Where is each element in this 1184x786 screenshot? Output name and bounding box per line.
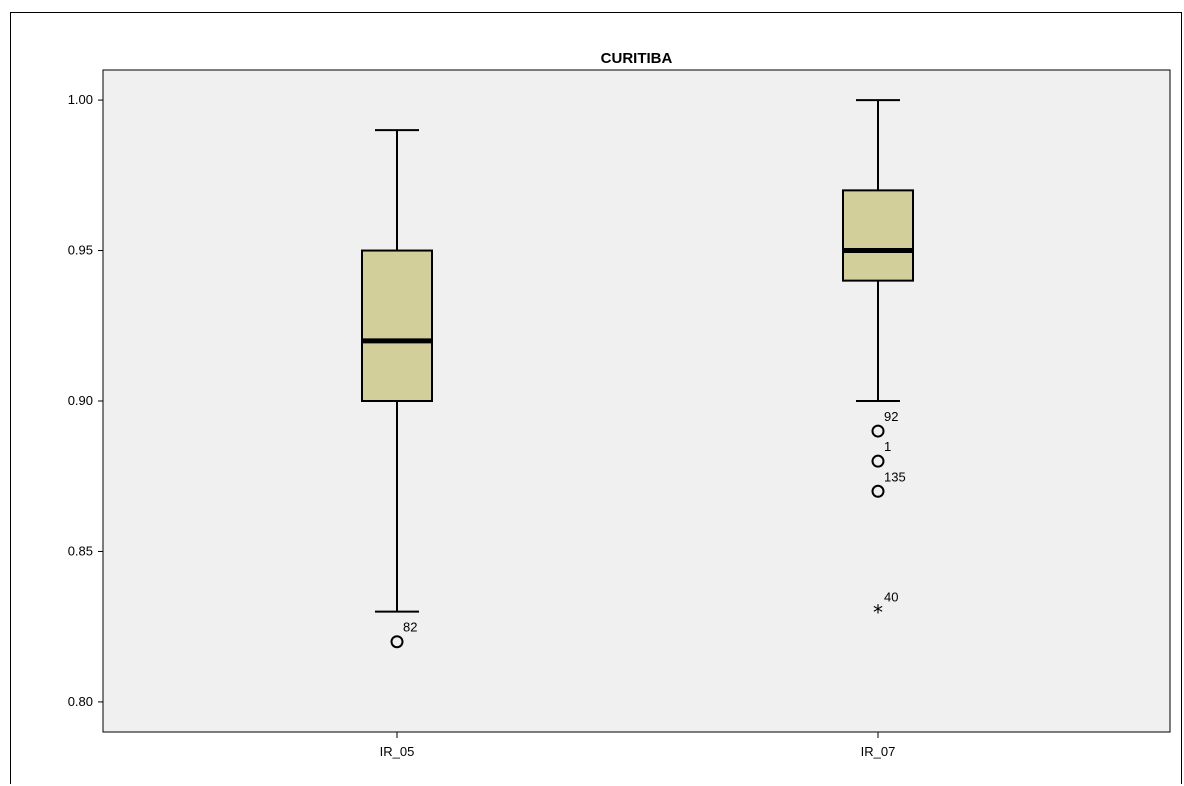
boxes-group: 82 92 1 135 *40 [361,99,914,649]
outlier-label: 40 [884,590,898,605]
outlier-circle-marker [871,424,885,438]
box-ir-05: 82 [361,129,433,649]
y-tick-label: 0.95 [68,243,93,258]
chart-title: CURITIBA [601,50,673,67]
x-axis: IR_05 IR_07 [380,732,896,759]
x-tick-label: IR_05 [380,744,415,759]
y-tick-label: 0.85 [68,543,93,558]
iqr-box [361,249,433,402]
iqr-box [842,189,914,282]
y-tick-label: 1.00 [68,92,93,107]
chart-frame [10,12,1182,784]
y-tick-label: 0.80 [68,694,93,709]
outlier-circle-marker [390,635,404,649]
y-axis: 0.80 0.85 0.90 0.95 1.00 [68,92,103,709]
y-tick-label: 0.90 [68,393,93,408]
outlier-star-marker: * [873,601,883,625]
outlier-circle-marker [871,484,885,498]
outlier-label: 82 [403,620,417,635]
outlier-label: 92 [884,409,898,424]
box-ir-07: 92 1 135 *40 [842,99,914,625]
outlier-label: 135 [884,469,906,484]
outlier-circle-marker [871,454,885,468]
x-tick-label: IR_07 [861,744,896,759]
plot-area [102,69,1171,733]
outlier-label: 1 [884,439,891,454]
